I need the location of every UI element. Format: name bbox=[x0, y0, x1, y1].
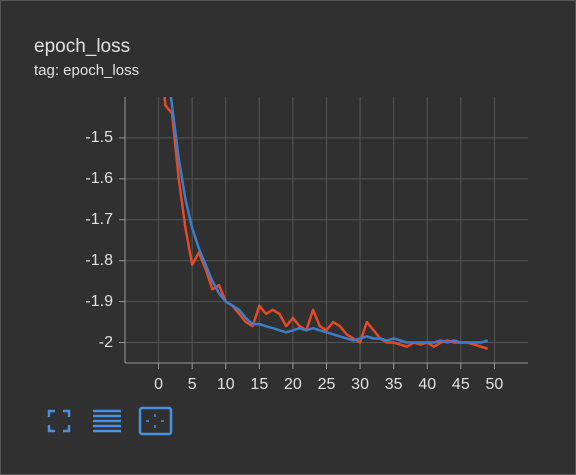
plot-area bbox=[163, 97, 489, 350]
x-tick-label: 50 bbox=[486, 376, 504, 393]
chart-subtitle: tag: epoch_loss bbox=[34, 62, 139, 79]
x-tick-label: 0 bbox=[154, 376, 163, 393]
x-tick-label: 15 bbox=[250, 376, 268, 393]
toolbar bbox=[47, 406, 173, 436]
fullscreen-button[interactable] bbox=[47, 409, 71, 433]
x-tick-label: 10 bbox=[217, 376, 235, 393]
y-tick-label: -2 bbox=[99, 334, 113, 351]
toggle-log-button[interactable] bbox=[93, 409, 121, 433]
series-line bbox=[169, 97, 489, 344]
y-tick-label: -1.7 bbox=[85, 211, 113, 228]
y-tick-label: -1.5 bbox=[85, 129, 113, 146]
x-tick-label: 25 bbox=[318, 376, 336, 393]
x-tick-label: 20 bbox=[284, 376, 302, 393]
x-tick-label: 45 bbox=[452, 376, 470, 393]
chart-title: epoch_loss bbox=[34, 36, 130, 57]
x-tick-label: 35 bbox=[385, 376, 403, 393]
x-tick-label: 30 bbox=[351, 376, 369, 393]
grid: -1.5 -1.6 -1.7 -1.8 -1.9 -2 0 5 10 15 20 25 30 35 40 45… bbox=[85, 97, 528, 393]
series-line bbox=[163, 97, 489, 350]
y-tick-label: -1.8 bbox=[85, 252, 113, 269]
fit-domain-button[interactable] bbox=[138, 406, 173, 436]
y-tick-label: -1.6 bbox=[85, 170, 113, 187]
x-tick-label: 40 bbox=[418, 376, 436, 393]
y-tick-label: -1.9 bbox=[85, 293, 113, 310]
x-tick-label: 5 bbox=[188, 376, 197, 393]
